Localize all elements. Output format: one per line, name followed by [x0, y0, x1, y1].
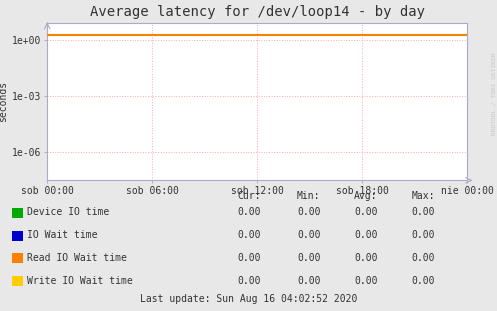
Text: 0.00: 0.00: [412, 207, 435, 217]
Text: 0.00: 0.00: [297, 230, 321, 240]
Title: Average latency for /dev/loop14 - by day: Average latency for /dev/loop14 - by day: [89, 5, 425, 19]
Text: Min:: Min:: [297, 191, 321, 201]
Text: Last update: Sun Aug 16 04:02:52 2020: Last update: Sun Aug 16 04:02:52 2020: [140, 294, 357, 304]
Y-axis label: seconds: seconds: [0, 81, 8, 123]
Text: 0.00: 0.00: [412, 276, 435, 285]
Text: 0.00: 0.00: [354, 276, 378, 285]
Text: 0.00: 0.00: [238, 253, 261, 263]
Text: Read IO Wait time: Read IO Wait time: [27, 253, 127, 263]
Text: 0.00: 0.00: [354, 253, 378, 263]
Text: 0.00: 0.00: [297, 253, 321, 263]
Text: Device IO time: Device IO time: [27, 207, 109, 217]
Text: 0.00: 0.00: [354, 230, 378, 240]
Text: 0.00: 0.00: [238, 207, 261, 217]
Text: 0.00: 0.00: [354, 207, 378, 217]
Text: 0.00: 0.00: [412, 230, 435, 240]
Text: 0.00: 0.00: [238, 230, 261, 240]
Text: IO Wait time: IO Wait time: [27, 230, 98, 240]
Text: RRDTOOL / TOBI OETIKER: RRDTOOL / TOBI OETIKER: [491, 52, 496, 135]
Text: 0.00: 0.00: [238, 276, 261, 285]
Text: Write IO Wait time: Write IO Wait time: [27, 276, 133, 285]
Text: Avg:: Avg:: [354, 191, 378, 201]
Text: 0.00: 0.00: [297, 207, 321, 217]
Text: 0.00: 0.00: [297, 276, 321, 285]
Text: Max:: Max:: [412, 191, 435, 201]
Text: Cur:: Cur:: [238, 191, 261, 201]
Text: 0.00: 0.00: [412, 253, 435, 263]
